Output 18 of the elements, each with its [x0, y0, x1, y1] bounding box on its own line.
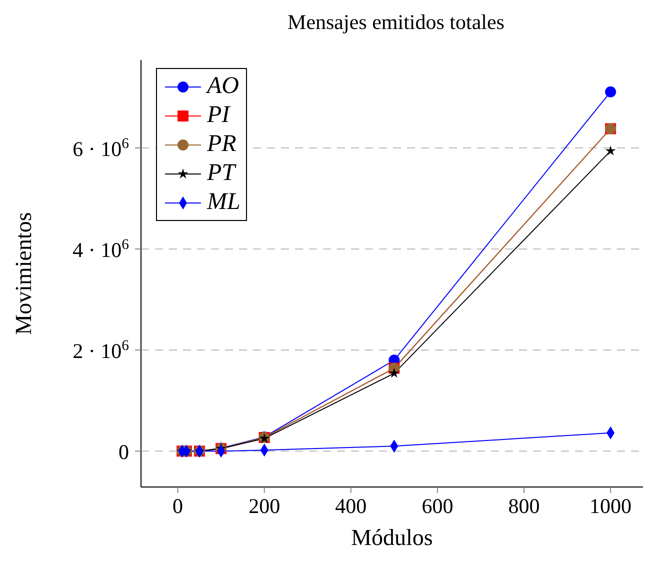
legend-label: AO [207, 73, 239, 100]
legend-label: ML [207, 189, 240, 216]
legend-label: PR [207, 131, 236, 158]
x-tick-label: 600 [422, 494, 454, 518]
y-tick-label: 4 · 10$^{6}$ [72, 236, 129, 262]
y-tick-label: 0 [118, 440, 129, 464]
x-tick-label: 200 [248, 494, 280, 518]
y-tick-label: 6 · 10$^{6}$ [72, 136, 129, 161]
legend-label: PI [207, 102, 230, 129]
x-tick-label: 0 [172, 494, 184, 518]
y-axis-title: Movimientos [11, 212, 36, 335]
x-axis-title: Módulos [351, 525, 433, 550]
chart-title: Mensajes emitidos totales [286, 10, 506, 35]
y-tick-label: 2 · 10$^{6}$ [72, 338, 129, 364]
x-tick-label: 800 [508, 494, 540, 518]
legend-label: PT [207, 160, 236, 187]
x-tick-label: 1000 [590, 494, 632, 518]
x-tick-label: 400 [335, 494, 367, 518]
